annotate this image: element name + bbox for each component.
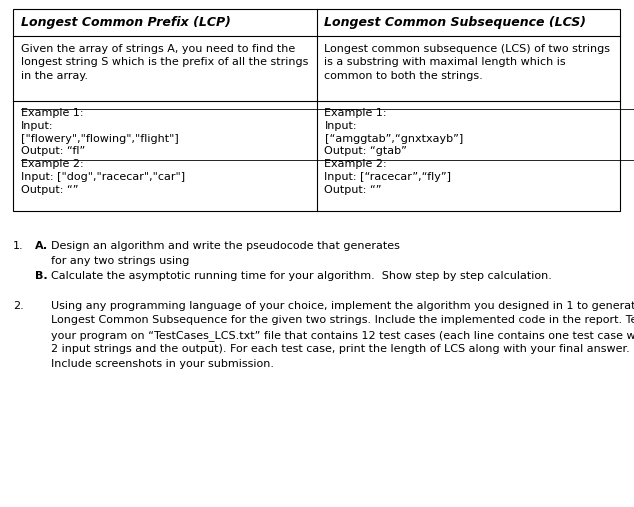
Text: Design an algorithm and write the pseudocode that generates: Design an algorithm and write the pseudo… (51, 241, 403, 251)
Text: A.: A. (35, 241, 48, 251)
Text: ["flowery","flowing","flight"]: ["flowery","flowing","flight"] (21, 134, 179, 143)
Text: Include screenshots in your submission.: Include screenshots in your submission. (51, 359, 274, 369)
Bar (13, 9, 620, 211)
Text: Example 2:: Example 2: (21, 159, 84, 169)
Text: Example 1:: Example 1: (325, 108, 387, 118)
Text: in the array.: in the array. (21, 71, 88, 81)
Text: Using any programming language of your choice, implement the algorithm you desig: Using any programming language of your c… (51, 301, 634, 311)
Text: Given the array of strings A, you need to find the: Given the array of strings A, you need t… (21, 44, 295, 54)
Text: Longest Common Subsequence (LCS): Longest Common Subsequence (LCS) (325, 16, 586, 29)
Text: Output: “”: Output: “” (325, 185, 382, 195)
Text: Output: “fl”: Output: “fl” (21, 147, 85, 156)
Text: Longest Common Prefix (LCP): Longest Common Prefix (LCP) (21, 16, 231, 29)
Text: Longest Common Subsequence for the given two strings. Include the implemented co: Longest Common Subsequence for the given… (51, 315, 634, 325)
Text: 2 input strings and the output). For each test case, print the length of LCS alo: 2 input strings and the output). For eac… (51, 344, 630, 354)
Text: Input: ["dog","racecar","car"]: Input: ["dog","racecar","car"] (21, 172, 185, 182)
Text: for any two strings using: for any two strings using (51, 256, 193, 266)
Text: Calculate the asymptotic running time for your algorithm.  Show step by step cal: Calculate the asymptotic running time fo… (51, 271, 552, 281)
Text: 1.: 1. (13, 241, 23, 251)
Text: Example 2:: Example 2: (325, 159, 387, 169)
Text: B.: B. (35, 271, 48, 281)
Text: Example 1:: Example 1: (21, 108, 84, 118)
Text: common to both the strings.: common to both the strings. (325, 71, 483, 81)
Text: Longest common subsequence (LCS) of two strings: Longest common subsequence (LCS) of two … (325, 44, 611, 54)
Text: your program on “TestCases_LCS.txt” file that contains 12 test cases (each line : your program on “TestCases_LCS.txt” file… (51, 330, 634, 341)
Text: Output: “gtab”: Output: “gtab” (325, 147, 408, 156)
Text: Output: “”: Output: “” (21, 185, 79, 195)
Text: 2.: 2. (13, 301, 23, 311)
Text: longest string S which is the prefix of all the strings: longest string S which is the prefix of … (21, 57, 308, 67)
Text: Input: [“racecar”,“fly”]: Input: [“racecar”,“fly”] (325, 172, 451, 182)
Text: Input:: Input: (325, 121, 357, 131)
Text: Input:: Input: (21, 121, 53, 131)
Text: [“amggtab”,“gnxtxayb”]: [“amggtab”,“gnxtxayb”] (325, 134, 463, 143)
Text: is a substring with maximal length which is: is a substring with maximal length which… (325, 57, 566, 67)
